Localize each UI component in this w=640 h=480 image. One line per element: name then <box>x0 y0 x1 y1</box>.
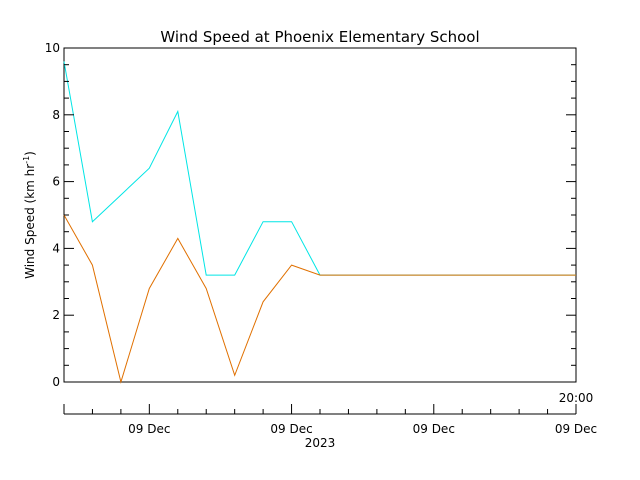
x-tick-label: 09 Dec <box>128 422 170 436</box>
y-tick-label: 6 <box>52 175 60 189</box>
y-axis-label: Wind Speed (km hr-1) <box>22 151 37 279</box>
x-tick-label: 09 Dec <box>413 422 455 436</box>
y-tick-label: 2 <box>52 308 60 322</box>
y-axis-label-base: Wind Speed (km hr <box>23 164 37 279</box>
y-axis-ticks: 0 2 4 6 8 10 <box>45 41 576 389</box>
chart-title: Wind Speed at Phoenix Elementary School <box>160 28 479 46</box>
plot-frame <box>63 47 577 383</box>
y-tick-label: 10 <box>45 41 60 55</box>
series-line-1 <box>63 61 576 276</box>
y-tick-label: 8 <box>52 108 60 122</box>
x-tick-label: 09 Dec <box>555 422 597 436</box>
y-axis-label-end: ) <box>23 151 37 156</box>
y-tick-label: 0 <box>52 375 60 389</box>
series-line-2 <box>63 214 576 384</box>
y-tick-label: 4 <box>52 241 60 255</box>
y-axis-label-sup: -1 <box>22 156 31 164</box>
x-axis-ticks: 09 Dec 09 Dec 09 Dec 09 Dec <box>63 404 597 436</box>
series-layer <box>63 61 576 384</box>
x-axis-year: 2023 <box>305 436 336 450</box>
top-tick-label: 20:00 <box>559 391 594 405</box>
x-tick-label: 09 Dec <box>270 422 312 436</box>
